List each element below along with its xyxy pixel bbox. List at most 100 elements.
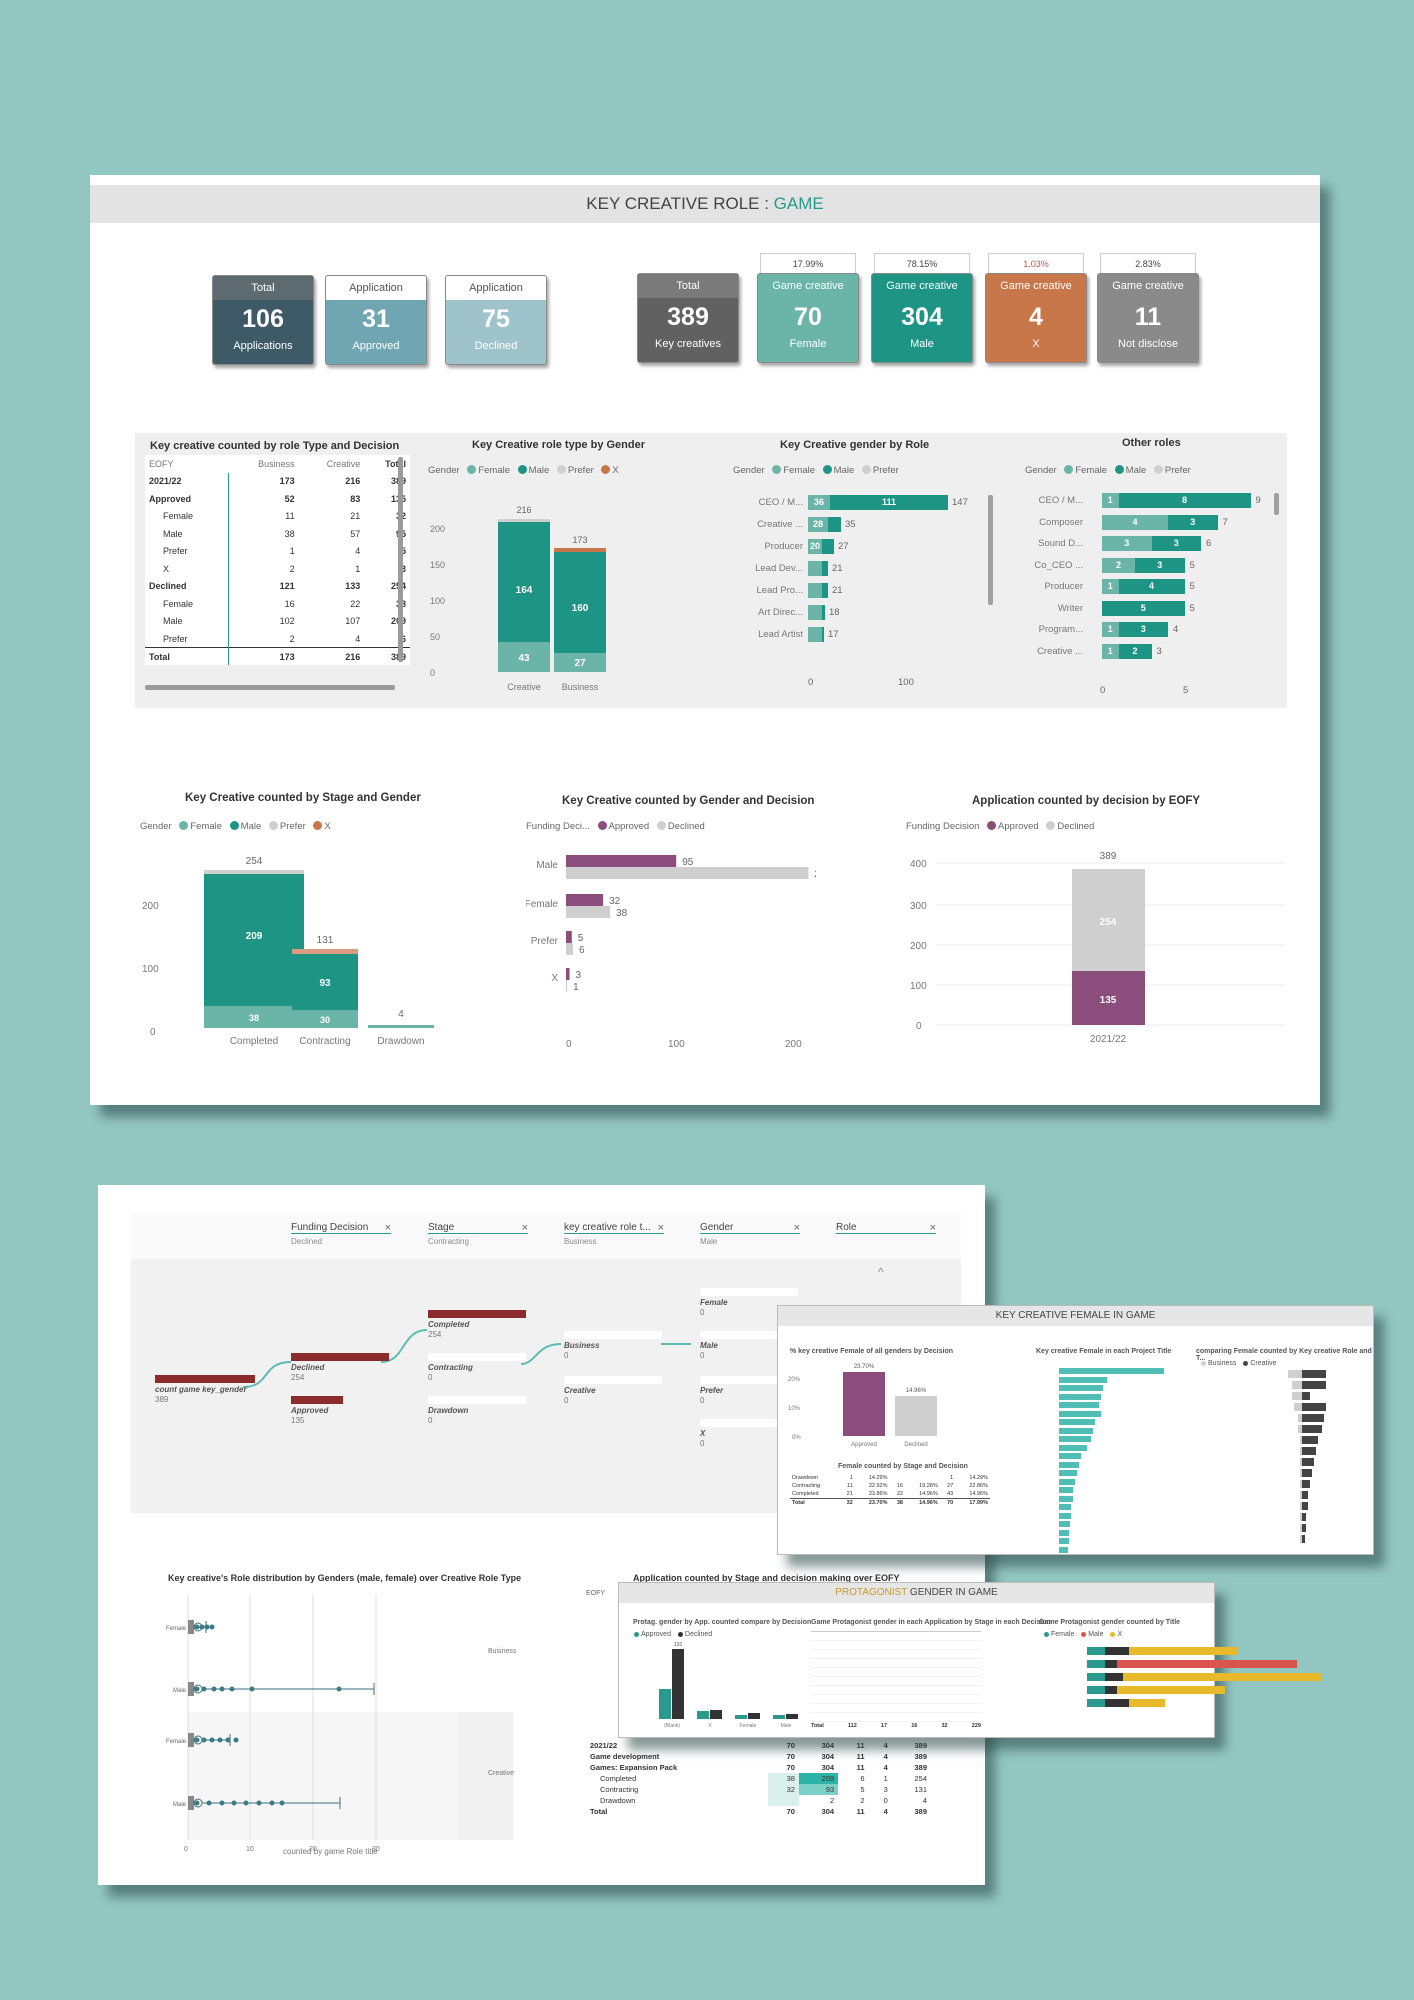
bar-male[interactable]: 3 xyxy=(1135,557,1185,573)
compare-bar-creative[interactable] xyxy=(1302,1502,1308,1510)
project-bar[interactable] xyxy=(1059,1376,1107,1383)
bar-male[interactable]: 4 xyxy=(1118,579,1185,594)
bar-declined[interactable] xyxy=(1072,869,1145,971)
compare-bar-creative[interactable] xyxy=(1302,1392,1310,1400)
title-bar-segment[interactable] xyxy=(1117,1686,1225,1694)
bar-creative-female[interactable] xyxy=(498,642,550,672)
data-point[interactable] xyxy=(204,1624,210,1630)
clear-filter-icon[interactable]: × xyxy=(793,1222,800,1234)
table-row[interactable]: 2021/22 70 304 11 4 389 xyxy=(586,1740,931,1751)
compare-bar-creative[interactable] xyxy=(1302,1524,1306,1532)
bar-female[interactable]: 4 xyxy=(1102,514,1168,530)
compare-bar-creative[interactable] xyxy=(1302,1381,1326,1389)
title-bar-segment[interactable] xyxy=(1087,1673,1105,1681)
bar-female[interactable] xyxy=(808,627,822,642)
project-bar[interactable] xyxy=(1059,1368,1164,1374)
data-point[interactable] xyxy=(201,1737,207,1743)
bar-female[interactable] xyxy=(808,605,822,620)
table-row[interactable]: Drawdown 2 2 0 4 xyxy=(586,1795,931,1806)
bar-female[interactable] xyxy=(808,561,822,576)
data-point[interactable] xyxy=(279,1800,285,1806)
table-row[interactable]: Completed 38 209 6 1 254 xyxy=(586,1773,931,1784)
table-row[interactable]: Drawdown 1 14.29% 1 14.29% xyxy=(790,1474,990,1482)
table-row[interactable]: X 2 1 3 xyxy=(145,560,410,578)
table-row[interactable]: Completed 21 23.86% 22 14.96% 43 14.96% xyxy=(790,1490,990,1499)
project-bar[interactable] xyxy=(1059,1470,1077,1476)
project-bar[interactable] xyxy=(1059,1521,1070,1527)
bar-female[interactable]: 1 xyxy=(1102,622,1119,637)
clear-filter-icon[interactable]: × xyxy=(384,1222,391,1234)
bar-male[interactable]: 2 xyxy=(1118,643,1152,659)
bar-male[interactable]: 3 xyxy=(1151,536,1201,551)
tree-node-bar[interactable] xyxy=(428,1396,526,1404)
project-bar[interactable] xyxy=(1059,1512,1071,1519)
data-point[interactable] xyxy=(194,1737,200,1743)
compare-bar-business[interactable] xyxy=(1288,1370,1302,1378)
bar-drawdown[interactable] xyxy=(368,1025,434,1028)
compare-bar-creative[interactable] xyxy=(1302,1491,1308,1499)
bar-declined[interactable] xyxy=(566,867,809,879)
project-bar[interactable] xyxy=(1059,1385,1103,1391)
clear-filter-icon[interactable]: × xyxy=(521,1222,528,1234)
data-point[interactable] xyxy=(217,1737,223,1743)
bar-female[interactable]: 1 xyxy=(1102,643,1119,659)
tree-node-bar[interactable] xyxy=(564,1331,662,1339)
bar-completed-prefer[interactable] xyxy=(204,870,304,874)
title-bar-segment[interactable] xyxy=(1087,1686,1105,1694)
table-row[interactable]: Contracting 11 22.92% 16 19.28% 27 22.86% xyxy=(790,1482,990,1490)
tree-node-bar[interactable] xyxy=(564,1376,662,1384)
title-bar-segment[interactable] xyxy=(1123,1673,1321,1681)
table-row[interactable]: Total 173 216389 xyxy=(145,647,410,665)
bar[interactable] xyxy=(697,1711,709,1719)
bar-declined[interactable] xyxy=(566,980,568,992)
bar-male[interactable] xyxy=(822,583,828,598)
bar[interactable] xyxy=(672,1649,684,1719)
bar-male[interactable]: 8 xyxy=(1118,493,1251,508)
table-row[interactable]: Game development 70 304 11 4 389 xyxy=(586,1751,931,1762)
table-row[interactable]: Female 11 2132 xyxy=(145,507,410,525)
data-point[interactable] xyxy=(233,1737,239,1743)
table-row[interactable]: Male 102 107209 xyxy=(145,612,410,630)
table-row[interactable]: Games: Expansion Pack 70 304 11 4 389 xyxy=(586,1762,931,1773)
bar-male[interactable]: 3 xyxy=(1118,622,1168,637)
project-bar[interactable] xyxy=(1059,1436,1091,1442)
bar-female[interactable]: 3 xyxy=(1102,536,1152,551)
bar-female[interactable] xyxy=(808,583,822,598)
filter-chip[interactable]: Funding Decision Declined × xyxy=(291,1222,391,1246)
bar-male[interactable] xyxy=(822,539,834,554)
compare-bar-business[interactable] xyxy=(1292,1381,1302,1389)
bar-approved[interactable] xyxy=(1072,971,1145,1025)
compare-bar-business[interactable] xyxy=(1300,1502,1302,1510)
bar-female[interactable]: 1 xyxy=(1102,579,1119,594)
bar[interactable] xyxy=(710,1710,722,1719)
title-bar-segment[interactable] xyxy=(1087,1660,1105,1668)
compare-bar-business[interactable] xyxy=(1298,1425,1302,1433)
compare-bar-business[interactable] xyxy=(1300,1491,1302,1499)
bar-male[interactable]: 5 xyxy=(1102,600,1185,616)
compare-bar-business[interactable] xyxy=(1300,1469,1302,1477)
data-point[interactable] xyxy=(219,1686,225,1692)
tree-node-bar[interactable] xyxy=(291,1396,343,1404)
tree-node-bar[interactable] xyxy=(700,1288,798,1296)
project-bar[interactable] xyxy=(1059,1529,1069,1536)
filter-chip[interactable]: Gender Male × xyxy=(700,1222,800,1246)
data-point[interactable] xyxy=(256,1800,262,1806)
bar-approved[interactable] xyxy=(566,855,677,867)
bar-female[interactable]: 28 xyxy=(808,517,828,532)
bar-male[interactable] xyxy=(822,627,824,642)
bar-business-x[interactable] xyxy=(554,548,606,552)
title-bar-segment[interactable] xyxy=(1087,1647,1105,1655)
bar-approved[interactable] xyxy=(566,894,604,906)
kpi-card[interactable]: Game creative 304 Male xyxy=(871,273,973,363)
bar-creative-prefer[interactable] xyxy=(498,519,550,522)
filter-chip[interactable]: Role × xyxy=(836,1222,936,1234)
compare-bar-creative[interactable] xyxy=(1302,1403,1326,1411)
project-bar[interactable] xyxy=(1059,1495,1073,1502)
project-bar[interactable] xyxy=(1059,1427,1093,1434)
bar[interactable] xyxy=(748,1713,760,1719)
tree-node-bar[interactable] xyxy=(428,1353,526,1361)
data-point[interactable] xyxy=(206,1800,212,1806)
tree-node-bar[interactable] xyxy=(700,1419,798,1427)
bar-business-female[interactable] xyxy=(554,653,606,672)
bar-contracting-x[interactable] xyxy=(292,949,358,954)
